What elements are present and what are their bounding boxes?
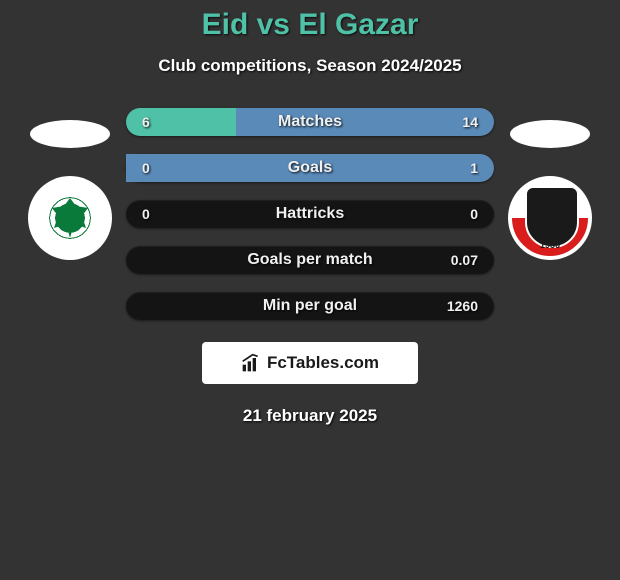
page-title: Eid vs El Gazar [0, 8, 620, 42]
stat-label: Goals [288, 159, 332, 177]
stat-label: Matches [278, 113, 342, 131]
stat-bar: 6 Matches 14 [126, 108, 494, 136]
player-photo-placeholder-right [510, 120, 590, 148]
stat-value-right: 0.07 [451, 252, 478, 268]
brand-text: FcTables.com [267, 353, 379, 373]
stat-value-right: 0 [470, 206, 478, 222]
stats-column: 6 Matches 14 0 Goals 1 0 Hattricks 0 Goals per ma… [120, 108, 500, 320]
stat-value-left: 0 [142, 206, 150, 222]
page-subtitle: Club competitions, Season 2024/2025 [0, 56, 620, 76]
club-badge-right: 1936 [508, 176, 592, 260]
player-photo-placeholder-left [30, 120, 110, 148]
stat-value-right: 1260 [447, 298, 478, 314]
stat-value-left: 0 [142, 160, 150, 176]
stat-bar: 0 Goals 1 [126, 154, 494, 182]
eagle-icon [35, 183, 105, 253]
brand-logo[interactable]: FcTables.com [202, 342, 418, 384]
stat-bar: 0 Hattricks 0 [126, 200, 494, 228]
comparison-card: Eid vs El Gazar Club competitions, Seaso… [0, 0, 620, 426]
stat-value-right: 14 [462, 114, 478, 130]
stat-bar: Min per goal 1260 [126, 292, 494, 320]
shield-icon [525, 186, 579, 248]
main-row: 6 Matches 14 0 Goals 1 0 Hattricks 0 Goals per ma… [0, 108, 620, 320]
stat-value-right: 1 [470, 160, 478, 176]
club-year: 1936 [512, 240, 588, 250]
club-badge-left [28, 176, 112, 260]
stat-value-left: 6 [142, 114, 150, 130]
left-player-column [20, 108, 120, 260]
stat-fill-right [236, 108, 494, 136]
chart-icon [241, 353, 261, 373]
stat-bar: Goals per match 0.07 [126, 246, 494, 274]
date-text: 21 february 2025 [0, 406, 620, 426]
stat-label: Min per goal [263, 297, 357, 315]
stat-label: Hattricks [276, 205, 344, 223]
right-player-column: 1936 [500, 108, 600, 260]
stat-label: Goals per match [247, 251, 372, 269]
